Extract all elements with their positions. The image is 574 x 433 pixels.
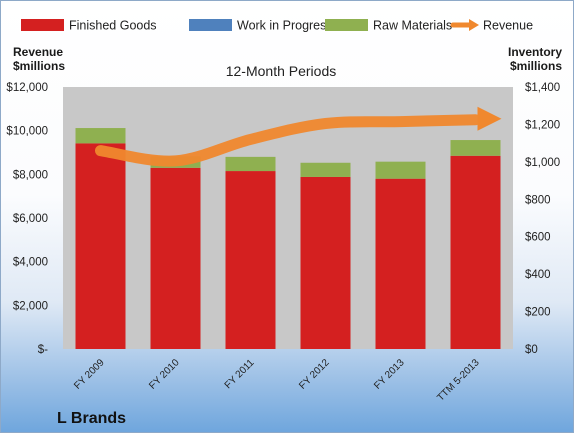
legend-arrowhead (469, 19, 479, 31)
revenue-line (95, 106, 502, 167)
category-label: FY 2010 (147, 357, 182, 392)
bar-finished-goods (75, 143, 126, 349)
left-axis-title-line: Revenue (13, 45, 63, 59)
legend-label-revenue: Revenue (483, 19, 533, 33)
left-axis-title: Revenue$millions (13, 45, 65, 73)
right-tick-label: $800 (525, 194, 551, 206)
left-tick-label: $- (38, 344, 48, 356)
category-label: FY 2013 (372, 357, 407, 392)
legend-swatch-raw-materials (325, 19, 368, 31)
legend-swatch-finished-goods (21, 19, 64, 31)
bar-finished-goods (375, 178, 426, 349)
right-axis-title-line: $millions (510, 59, 562, 73)
left-tick-label: $10,000 (6, 126, 48, 138)
left-tick-label: $4,000 (13, 257, 48, 269)
legend-swatch-work-in-progress (189, 19, 232, 31)
bar-finished-goods (225, 171, 276, 349)
bar-finished-goods (300, 176, 351, 349)
right-axis-title-line: Inventory (508, 45, 562, 59)
revenue-arrowhead (477, 106, 502, 131)
right-tick-label: $400 (525, 269, 551, 281)
right-axis-ticks: $0 $200 $400 $600 $800 $1,000 $1,200 $1,400 (525, 82, 560, 356)
chart-subtitle: 12-Month Periods (226, 63, 337, 79)
company-name: L Brands (57, 410, 126, 427)
legend: Finished Goods Work in Progress Raw Materi… (21, 19, 533, 33)
bar-raw-materials (450, 140, 501, 156)
right-tick-label: $1,000 (525, 157, 560, 169)
legend-label-work-in-progress: Work in Progress (237, 19, 333, 33)
bar-finished-goods (150, 167, 201, 349)
right-axis-title: Inventory$millions (508, 45, 562, 73)
category-label: FY 2011 (223, 357, 257, 391)
left-axis-ticks: $- $2,000 $4,000 $6,000 $8,000 $10,000 $12,000 (6, 82, 48, 356)
bar-finished-goods (450, 155, 501, 349)
category-labels: FY 2009 FY 2010 FY 2011 FY 2012 FY 2013 TTM 5… (72, 357, 482, 404)
category-label: FY 2009 (72, 357, 107, 392)
bars (75, 128, 501, 349)
legend-label-finished-goods: Finished Goods (69, 19, 157, 33)
right-tick-label: $600 (525, 232, 551, 244)
left-axis-title-line: $millions (13, 59, 65, 73)
left-tick-label: $2,000 (13, 300, 48, 312)
right-tick-label: $0 (525, 344, 538, 356)
bar-raw-materials (75, 128, 126, 144)
left-tick-label: $12,000 (6, 82, 48, 94)
category-label: TTM 5-2013 (435, 357, 482, 404)
left-tick-label: $8,000 (13, 169, 48, 181)
right-tick-label: $1,200 (525, 119, 560, 131)
right-tick-label: $1,400 (525, 82, 560, 94)
right-tick-label: $200 (525, 307, 551, 319)
bar-raw-materials (300, 162, 351, 177)
bar-raw-materials (225, 156, 276, 172)
legend-label-raw-materials: Raw Materials (373, 19, 452, 33)
revenue-line-path (95, 114, 481, 167)
left-tick-label: $6,000 (13, 213, 48, 225)
bar-raw-materials (375, 161, 426, 179)
category-label: FY 2012 (297, 357, 332, 392)
